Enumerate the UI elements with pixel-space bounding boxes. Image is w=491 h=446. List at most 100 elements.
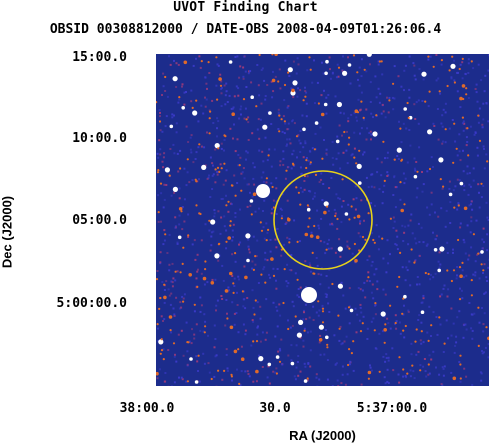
noise-pixel (256, 239, 259, 242)
noise-pixel (170, 385, 173, 386)
noise-pixel (262, 160, 265, 163)
noise-pixel (471, 329, 474, 332)
star (480, 182, 483, 185)
noise-pixel (275, 213, 278, 216)
noise-pixel (163, 318, 166, 321)
noise-pixel (325, 275, 328, 277)
noise-pixel (469, 125, 472, 128)
noise-pixel (174, 216, 177, 219)
star (218, 77, 222, 81)
noise-pixel (384, 116, 387, 119)
noise-pixel (482, 227, 485, 230)
noise-pixel (360, 311, 363, 314)
noise-pixel (359, 220, 362, 223)
noise-pixel (248, 251, 251, 254)
noise-pixel (179, 149, 182, 152)
noise-pixel (397, 75, 400, 78)
star (296, 240, 299, 243)
noise-pixel (265, 331, 268, 334)
noise-pixel (164, 90, 167, 92)
noise-pixel (302, 318, 305, 321)
noise-pixel (286, 285, 289, 288)
y-tick-label: 10:00.0 (72, 131, 127, 146)
noise-pixel (353, 131, 356, 134)
noise-pixel (284, 59, 287, 62)
noise-pixel (251, 289, 254, 292)
star (240, 189, 243, 192)
noise-pixel (374, 75, 377, 78)
noise-pixel (240, 105, 243, 108)
star (204, 260, 207, 263)
noise-pixel (470, 203, 472, 206)
noise-pixel (175, 131, 178, 134)
noise-pixel (416, 187, 419, 190)
star (416, 170, 419, 173)
noise-pixel (420, 321, 423, 324)
noise-pixel (193, 310, 196, 313)
noise-pixel (476, 146, 479, 149)
noise-pixel (195, 323, 198, 326)
noise-pixel (409, 375, 412, 378)
noise-pixel (478, 252, 481, 255)
star (467, 154, 470, 157)
star (323, 210, 327, 215)
noise-pixel (303, 180, 306, 182)
noise-pixel (458, 361, 461, 363)
noise-pixel (168, 55, 170, 58)
noise-pixel (382, 190, 385, 193)
noise-pixel (297, 63, 300, 66)
star (241, 290, 244, 293)
noise-pixel (225, 82, 228, 85)
star (372, 238, 375, 242)
noise-pixel (483, 263, 486, 266)
noise-pixel (403, 336, 406, 339)
star (225, 204, 228, 207)
star (287, 67, 293, 73)
noise-pixel (481, 247, 484, 250)
star (348, 218, 351, 221)
star (306, 204, 309, 207)
star (437, 268, 442, 273)
noise-pixel (440, 207, 443, 210)
noise-pixel (259, 317, 262, 320)
noise-pixel (381, 202, 384, 205)
noise-pixel (465, 274, 468, 277)
star (457, 238, 460, 242)
noise-pixel (240, 370, 243, 373)
star (439, 178, 442, 181)
noise-pixel (467, 97, 470, 99)
noise-pixel (188, 181, 191, 184)
noise-pixel (445, 319, 448, 322)
star (410, 248, 413, 251)
noise-pixel (279, 207, 282, 210)
noise-pixel (357, 98, 360, 101)
noise-pixel (444, 102, 447, 105)
noise-pixel (328, 311, 331, 313)
noise-pixel (333, 208, 336, 211)
star (201, 164, 207, 170)
star (181, 262, 184, 265)
noise-pixel (318, 378, 321, 381)
noise-pixel (317, 314, 320, 317)
noise-pixel (272, 267, 275, 270)
noise-pixel (437, 138, 440, 141)
noise-pixel (294, 272, 297, 275)
noise-pixel (430, 358, 433, 361)
noise-pixel (284, 122, 287, 125)
noise-pixel (291, 324, 294, 327)
noise-pixel (183, 198, 186, 201)
noise-pixel (295, 344, 298, 347)
noise-pixel (262, 171, 265, 174)
star (156, 278, 159, 281)
noise-pixel (412, 62, 415, 65)
star (246, 258, 250, 263)
noise-pixel (311, 81, 314, 84)
noise-pixel (205, 82, 208, 85)
star (304, 232, 309, 237)
star (202, 276, 207, 281)
noise-pixel (371, 232, 373, 235)
noise-pixel (342, 151, 345, 154)
noise-pixel (386, 317, 389, 320)
star (296, 332, 302, 338)
noise-pixel (337, 152, 340, 155)
